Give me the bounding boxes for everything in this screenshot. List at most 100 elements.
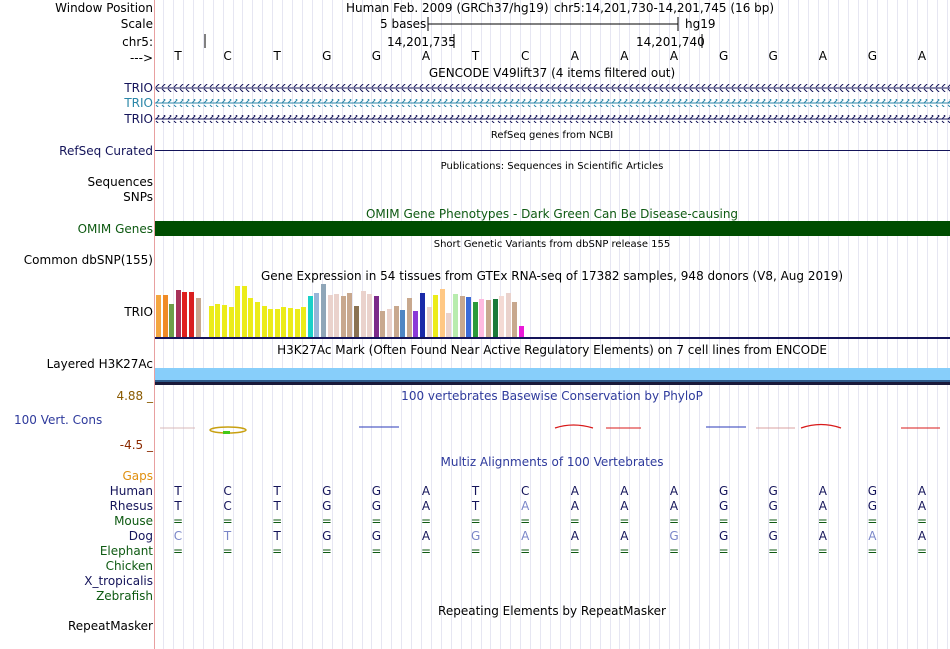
gencode-transcripts[interactable] xyxy=(155,80,950,126)
multiz-species-label[interactable]: Mouse xyxy=(114,514,153,528)
gtex-tissue-bar[interactable] xyxy=(334,294,340,337)
gtex-tissue-bar[interactable] xyxy=(182,292,188,337)
gtex-tissue-bar[interactable] xyxy=(446,313,452,337)
gtex-tissue-bar[interactable] xyxy=(400,310,406,337)
gtex-tissue-bar[interactable] xyxy=(222,305,227,337)
multiz-species-label[interactable]: Elephant xyxy=(99,544,153,558)
gtex-tissue-bar[interactable] xyxy=(486,300,491,337)
gencode-item-3[interactable]: TRIO xyxy=(124,112,153,126)
omim-gene-bar[interactable] xyxy=(155,221,950,236)
repeatmasker-title[interactable]: Repeating Elements by RepeatMasker xyxy=(438,604,666,618)
gtex-tissue-bar[interactable] xyxy=(360,291,366,337)
gtex-tissue-bar[interactable] xyxy=(268,309,274,337)
multiz-species-label[interactable]: Rhesus xyxy=(109,499,153,513)
omim-title[interactable]: OMIM Gene Phenotypes - Dark Green Can Be… xyxy=(365,207,739,221)
gtex-tissue-bar[interactable] xyxy=(479,299,485,337)
gtex-tissue-bar[interactable] xyxy=(413,311,419,337)
gtex-tissue-bar[interactable] xyxy=(175,290,181,337)
publications-title[interactable]: Publications: Sequences in Scientific Ar… xyxy=(440,161,664,172)
gtex-tissue-bar[interactable] xyxy=(202,332,208,337)
gtex-tissue-bar[interactable] xyxy=(321,284,326,337)
phylop-title[interactable]: 100 vertebrates Basewise Conservation by… xyxy=(401,389,703,403)
gtex-tissue-bar[interactable] xyxy=(314,293,320,337)
gtex-tissue-bar[interactable] xyxy=(208,306,214,337)
gtex-tissue-bar[interactable] xyxy=(367,294,373,337)
gtex-title[interactable]: Gene Expression in 54 tissues from GTEx … xyxy=(260,269,844,283)
gtex-tissue-bar[interactable] xyxy=(347,293,353,337)
gtex-tissue-bar[interactable] xyxy=(241,286,247,337)
dbsnp-title[interactable]: Short Genetic Variants from dbSNP releas… xyxy=(433,239,671,250)
gtex-bar-chart[interactable] xyxy=(155,283,950,337)
gtex-label[interactable]: TRIO xyxy=(124,305,153,319)
gtex-tissue-bar[interactable] xyxy=(261,306,267,337)
gtex-tissue-bar[interactable] xyxy=(466,297,472,337)
gencode-title[interactable]: GENCODE V49lift37 (4 items filtered out) xyxy=(428,66,676,80)
gtex-tissue-bar[interactable] xyxy=(519,326,524,337)
gtex-tissue-bar[interactable] xyxy=(426,307,432,337)
gtex-tissue-bar[interactable] xyxy=(340,296,346,337)
gtex-tissue-bar[interactable] xyxy=(294,309,300,337)
gtex-tissue-bar[interactable] xyxy=(387,309,392,337)
multiz-species-label[interactable]: Zebrafish xyxy=(96,589,153,603)
phylop-label[interactable]: 100 Vert. Cons xyxy=(14,413,103,427)
gtex-tissue-bar[interactable] xyxy=(162,295,168,337)
multiz-aligned-base: G xyxy=(322,484,332,498)
multiz-aligned-base: G xyxy=(718,499,729,513)
gtex-tissue-bar[interactable] xyxy=(373,296,379,337)
multiz-species-label[interactable]: X_tropicalis xyxy=(84,574,153,588)
phylop-graph[interactable] xyxy=(155,416,950,440)
gtex-tissue-bar[interactable] xyxy=(248,298,254,337)
gtex-tissue-bar[interactable] xyxy=(406,298,412,337)
gtex-tissue-bar[interactable] xyxy=(307,296,313,337)
publications-sequences-label[interactable]: Sequences xyxy=(87,175,153,189)
gtex-tissue-bar[interactable] xyxy=(156,295,161,337)
gencode-item-1[interactable]: TRIO xyxy=(124,81,153,95)
omim-label[interactable]: OMIM Genes xyxy=(77,222,153,236)
gtex-tissue-bar[interactable] xyxy=(472,302,478,337)
gtex-tissue-bar[interactable] xyxy=(354,306,359,337)
gtex-tissue-bar[interactable] xyxy=(235,286,241,337)
gtex-tissue-bar[interactable] xyxy=(169,304,175,337)
gtex-tissue-bar[interactable] xyxy=(380,311,386,337)
refseq-title[interactable]: RefSeq genes from NCBI xyxy=(490,130,614,141)
dbsnp-label[interactable]: Common dbSNP(155) xyxy=(23,253,153,267)
multiz-title[interactable]: Multiz Alignments of 100 Vertebrates xyxy=(440,455,664,469)
gtex-tissue-bar[interactable] xyxy=(393,306,399,337)
h3k27ac-label[interactable]: Layered H3K27Ac xyxy=(46,357,153,371)
gtex-tissue-bar[interactable] xyxy=(459,296,465,337)
multiz-species-label[interactable]: Human xyxy=(109,484,153,498)
gtex-tissue-bar[interactable] xyxy=(274,309,280,337)
gtex-tissue-bar[interactable] xyxy=(255,302,260,337)
gtex-tissue-bar[interactable] xyxy=(433,295,439,337)
gtex-tissue-bar[interactable] xyxy=(215,304,221,337)
refseq-label[interactable]: RefSeq Curated xyxy=(59,144,153,158)
gtex-tissue-bar[interactable] xyxy=(420,293,425,337)
gtex-tissue-bar[interactable] xyxy=(505,293,511,337)
gtex-tissue-bar[interactable] xyxy=(499,296,505,337)
gtex-tissue-bar[interactable] xyxy=(439,289,445,337)
gtex-tissue-bar[interactable] xyxy=(189,292,194,337)
gtex-tissue-bar[interactable] xyxy=(492,299,498,337)
multiz-alignment[interactable]: Human T C T G G A T C A A A G G A G A Rhesus T C T G G A T A A A A G G… xyxy=(0,484,950,604)
publications-snps-label[interactable]: SNPs xyxy=(123,190,153,204)
repeatmasker-label[interactable]: RepeatMasker xyxy=(67,619,153,633)
gtex-tissue-bar[interactable] xyxy=(288,308,293,337)
gtex-tissue-bar[interactable] xyxy=(453,294,458,337)
gtex-tissue-bar[interactable] xyxy=(228,307,234,337)
gtex-tissue-bar[interactable] xyxy=(301,307,307,337)
refseq-gene-line[interactable] xyxy=(155,150,950,151)
multiz-aligned-base: = xyxy=(718,514,729,528)
gtex-tissue-bar[interactable] xyxy=(281,307,287,337)
multiz-aligned-base: = xyxy=(817,514,828,528)
multiz-species-label[interactable]: Chicken xyxy=(105,559,153,573)
h3k27ac-signal[interactable] xyxy=(155,368,950,380)
multiz-gaps-label[interactable]: Gaps xyxy=(122,469,153,483)
gtex-tissue-bar[interactable] xyxy=(195,298,201,337)
h3k27ac-title[interactable]: H3K27Ac Mark (Often Found Near Active Re… xyxy=(277,343,827,357)
h3k27ac-layer-black xyxy=(155,382,950,385)
multiz-species-label[interactable]: Dog xyxy=(128,529,153,543)
grid-line xyxy=(579,0,581,649)
gtex-tissue-bar[interactable] xyxy=(327,295,333,337)
gtex-tissue-bar[interactable] xyxy=(512,302,518,337)
gencode-item-2[interactable]: TRIO xyxy=(124,96,153,110)
